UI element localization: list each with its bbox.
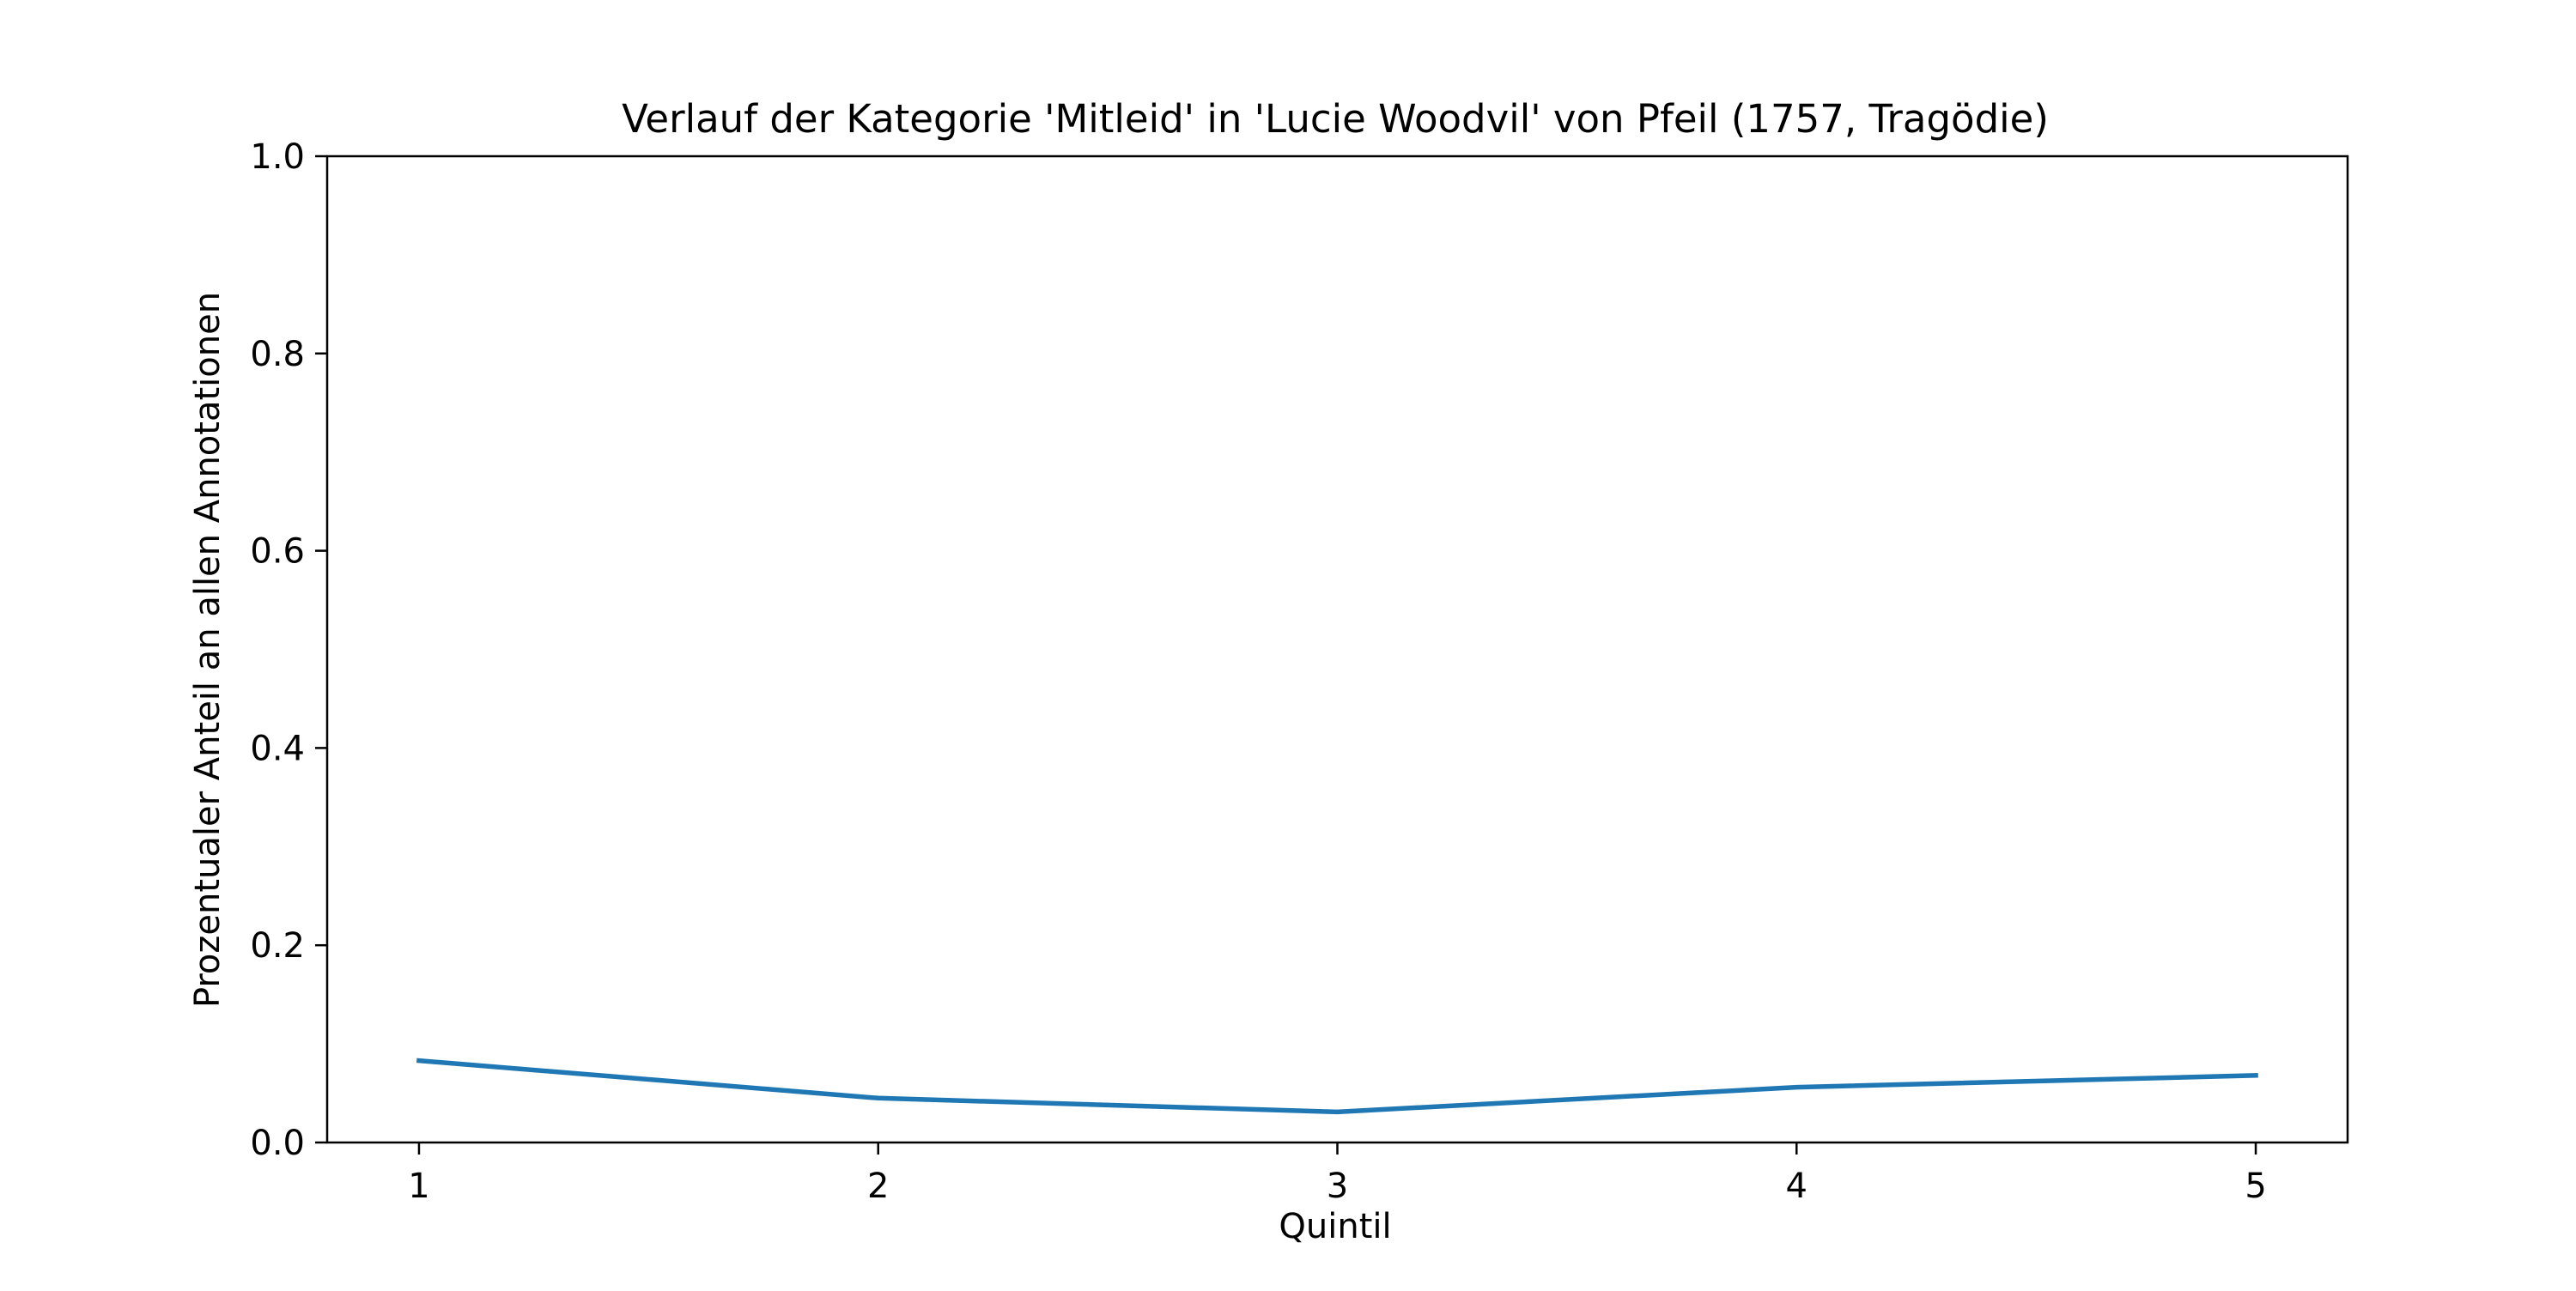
y-tick-label: 0.6 (250, 532, 305, 572)
y-axis-ticks: 0.0 0.2 0.4 0.6 0.8 1.0 (250, 137, 327, 1163)
series-layer (416, 1058, 2258, 1115)
x-tick-label: 4 (1786, 1167, 1807, 1206)
x-tick-label: 2 (867, 1167, 889, 1206)
y-tick-label: 0.8 (250, 335, 305, 374)
y-tick-label: 0.0 (250, 1124, 305, 1163)
x-axis-ticks: 1 2 3 4 5 (408, 1143, 2267, 1206)
series-line (416, 1058, 2258, 1115)
y-tick-label: 0.4 (250, 729, 305, 768)
x-tick-label: 1 (408, 1167, 429, 1206)
y-tick-label: 0.2 (250, 926, 305, 966)
chart-title: Verlauf der Kategorie 'Mitleid' in 'Luci… (622, 96, 2049, 142)
y-axis-label: Prozentualer Anteil an allen Annotatione… (188, 292, 228, 1008)
x-axis-label: Quintil (1279, 1207, 1391, 1246)
y-tick-label: 1.0 (250, 137, 305, 177)
plot-area-frame (325, 155, 2349, 1144)
x-tick-label: 5 (2245, 1167, 2266, 1206)
x-tick-label: 3 (1327, 1167, 1348, 1206)
